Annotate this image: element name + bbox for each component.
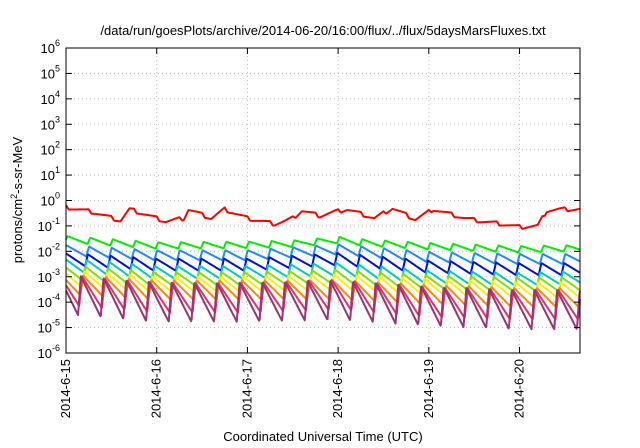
y-tick-label: 10-1 bbox=[38, 216, 60, 234]
series-line-4 bbox=[65, 252, 581, 277]
x-tick-labels: 2014-6-15 2014-6-16 2014-6-17 2014-6-18 2014… bbox=[58, 359, 527, 418]
chart-title: /data/run/goesPlots/archive/2014-06-20/1… bbox=[100, 23, 546, 38]
y-tick-labels: 10-6 10-5 10-4 10-3 10-2 10-1 100 101 102 103 104 1… bbox=[38, 38, 60, 361]
x-axis-label: Coordinated Universal Time (UTC) bbox=[223, 429, 422, 444]
series-line-3 bbox=[65, 243, 581, 265]
y-tick-label: 100 bbox=[41, 191, 60, 209]
tick-marks bbox=[65, 47, 580, 354]
x-tick-label: 2014-6-20 bbox=[512, 359, 527, 418]
y-tick-label: 105 bbox=[41, 63, 60, 81]
y-axis-label-main: protons/cm bbox=[10, 199, 25, 263]
x-tick-label: 2014-6-17 bbox=[239, 359, 254, 418]
x-tick-label: 2014-6-15 bbox=[58, 359, 73, 418]
y-tick-label: 10-3 bbox=[38, 267, 60, 285]
grid bbox=[66, 48, 580, 353]
series-group bbox=[65, 204, 581, 331]
series-line-2 bbox=[65, 235, 581, 254]
y-axis-label-tail: -s-sr-MeV bbox=[10, 136, 25, 193]
x-tick-label: 2014-6-19 bbox=[421, 359, 436, 418]
y-tick-label: 10-5 bbox=[38, 318, 60, 336]
series-line-10 bbox=[65, 275, 581, 331]
y-axis-label-sup: 2 bbox=[9, 194, 19, 199]
series-line-8 bbox=[65, 274, 581, 309]
x-tick-label: 2014-6-16 bbox=[149, 359, 164, 418]
y-tick-label: 104 bbox=[41, 89, 60, 107]
y-tick-label: 103 bbox=[41, 114, 60, 132]
y-tick-label: 10-6 bbox=[38, 343, 60, 361]
y-tick-label: 106 bbox=[41, 38, 60, 56]
y-tick-label: 10-2 bbox=[38, 241, 60, 259]
y-tick-label: 101 bbox=[41, 165, 60, 183]
y-tick-label: 10-4 bbox=[38, 292, 60, 310]
y-axis-label: protons/cm2-s-sr-MeV bbox=[9, 136, 25, 263]
x-tick-label: 2014-6-18 bbox=[330, 359, 345, 418]
series-line-9 bbox=[65, 275, 581, 321]
y-tick-label: 102 bbox=[41, 140, 60, 158]
series-line-1 bbox=[65, 204, 581, 230]
